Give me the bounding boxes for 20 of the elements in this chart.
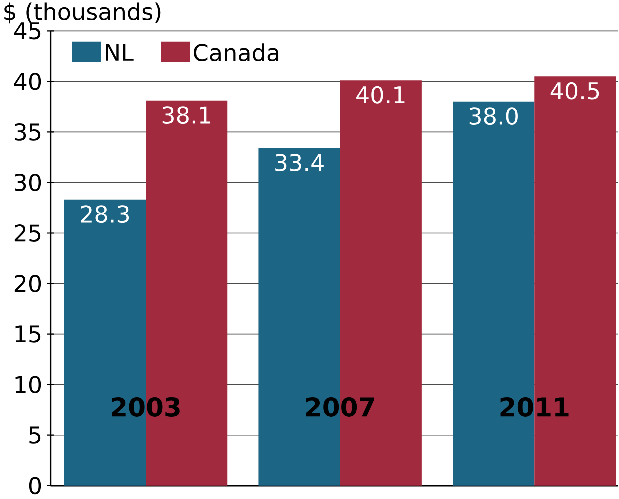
y-axis-title: $ (thousands) (4, 2, 161, 24)
legend-label: NL (106, 44, 134, 61)
y-tick-label: 35 (15, 123, 41, 141)
y-tick-label: 5 (30, 426, 41, 444)
data-label: 38.0 (470, 108, 518, 125)
y-tick-label: 0 (29, 477, 42, 495)
y-tick-label: 15 (16, 326, 41, 343)
y-tick-label: 20 (14, 274, 42, 292)
x-tick-label: 2003 (112, 397, 180, 417)
data-label: 40.5 (550, 82, 600, 100)
data-label: 28.3 (81, 206, 130, 223)
y-tick-label: 30 (15, 174, 42, 192)
data-label: 40.1 (356, 86, 405, 104)
data-label: 33.4 (276, 154, 324, 172)
data-label: 38.1 (162, 106, 210, 124)
y-tick-label: 10 (16, 376, 42, 394)
y-tick-label: 40 (14, 72, 42, 90)
y-tick-label: 25 (14, 224, 41, 242)
legend-label: Canada (194, 44, 279, 62)
y-tick-label: 45 (14, 22, 41, 40)
